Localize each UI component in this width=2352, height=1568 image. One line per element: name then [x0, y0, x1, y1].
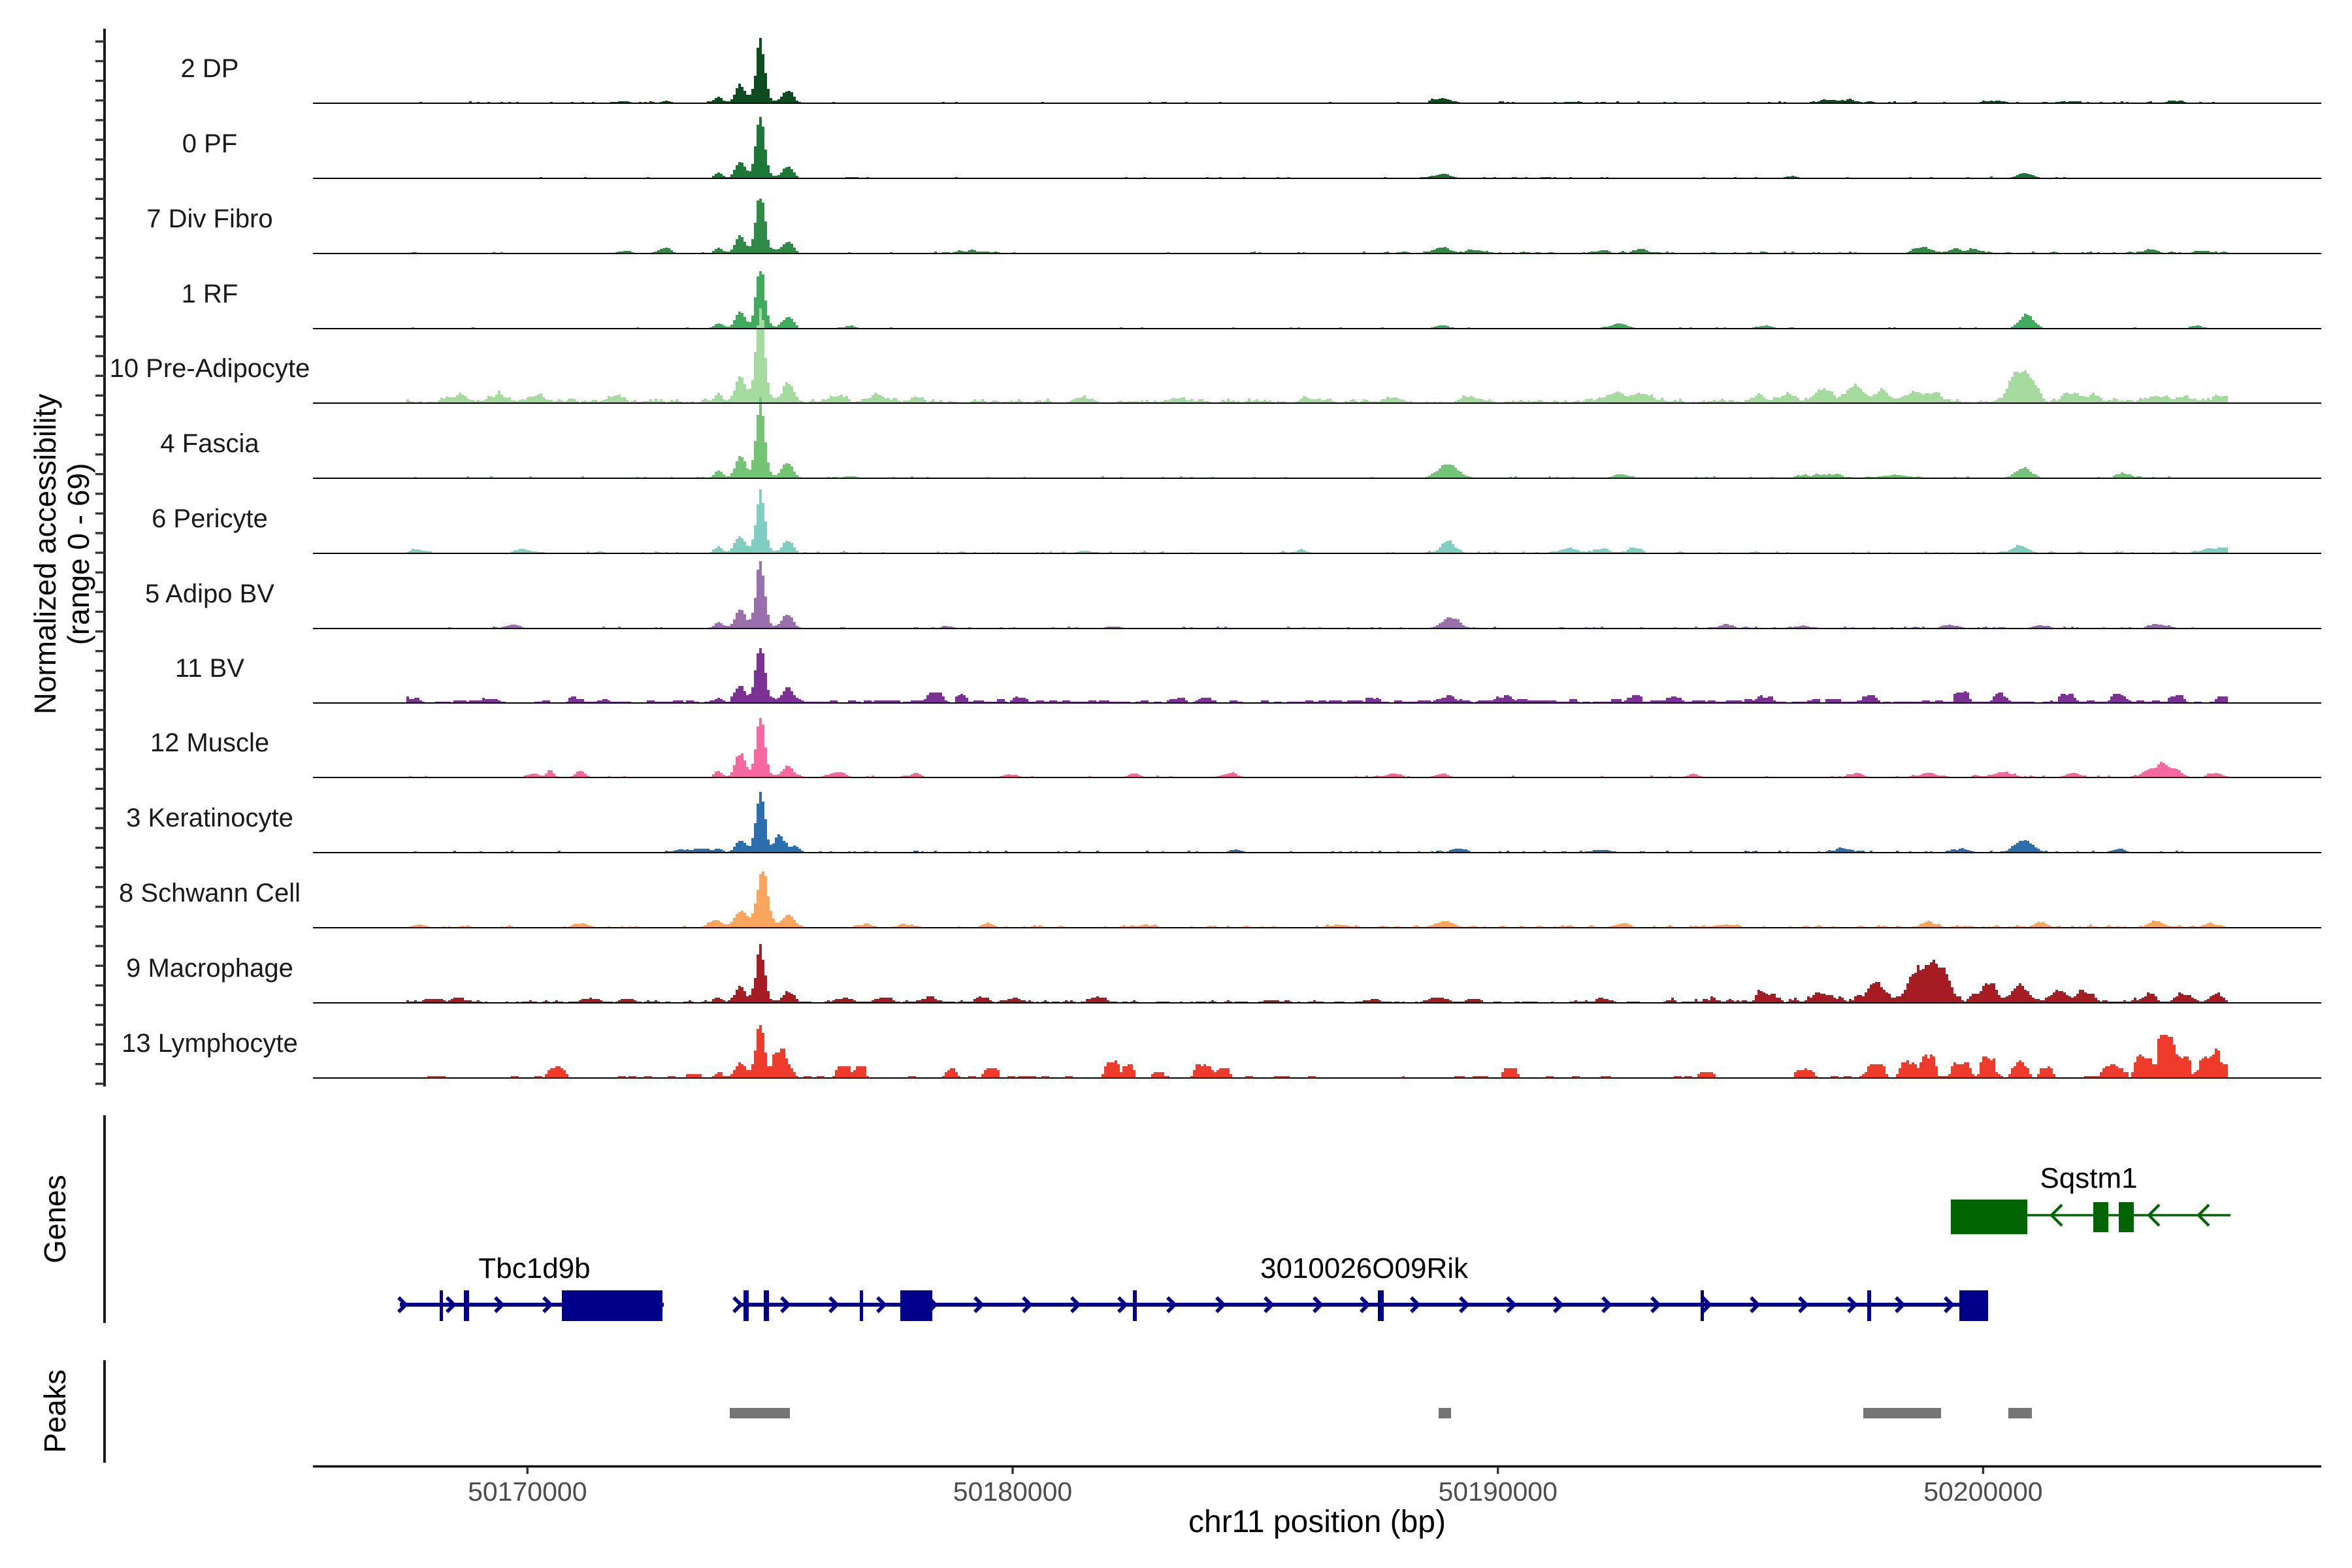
svg-text:6 Pericyte: 6 Pericyte: [152, 504, 268, 533]
svg-text:Peaks: Peaks: [38, 1369, 72, 1453]
svg-text:5 Adipo BV: 5 Adipo BV: [145, 580, 274, 608]
svg-text:8 Schwann Cell: 8 Schwann Cell: [119, 879, 301, 907]
svg-text:12 Muscle: 12 Muscle: [150, 728, 269, 757]
svg-text:9 Macrophage: 9 Macrophage: [126, 954, 293, 983]
svg-text:1 RF: 1 RF: [182, 280, 238, 308]
svg-text:0 PF: 0 PF: [182, 129, 237, 158]
svg-text:50180000: 50180000: [953, 1477, 1072, 1507]
svg-text:4 Fascia: 4 Fascia: [160, 429, 259, 458]
svg-text:2 DP: 2 DP: [181, 54, 239, 83]
svg-text:Genes: Genes: [38, 1175, 72, 1264]
svg-text:50190000: 50190000: [1438, 1477, 1557, 1507]
svg-text:50200000: 50200000: [1923, 1477, 2042, 1507]
svg-text:Sqstm1: Sqstm1: [2040, 1162, 2137, 1194]
svg-text:11 BV: 11 BV: [175, 654, 244, 683]
svg-text:10 Pre-Adipocyte: 10 Pre-Adipocyte: [110, 354, 310, 383]
svg-text:7 Div Fibro: 7 Div Fibro: [146, 204, 272, 233]
svg-text:(range 0 - 69): (range 0 - 69): [61, 463, 95, 645]
svg-text:3010026O09Rik: 3010026O09Rik: [1260, 1252, 1469, 1284]
svg-text:Tbc1d9b: Tbc1d9b: [478, 1252, 590, 1284]
svg-text:13 Lymphocyte: 13 Lymphocyte: [122, 1029, 298, 1058]
svg-text:chr11 position (bp): chr11 position (bp): [1188, 1505, 1446, 1539]
svg-text:50170000: 50170000: [468, 1477, 587, 1507]
svg-text:Normalized accessibility: Normalized accessibility: [28, 394, 62, 715]
svg-text:3 Keratinocyte: 3 Keratinocyte: [126, 804, 293, 832]
